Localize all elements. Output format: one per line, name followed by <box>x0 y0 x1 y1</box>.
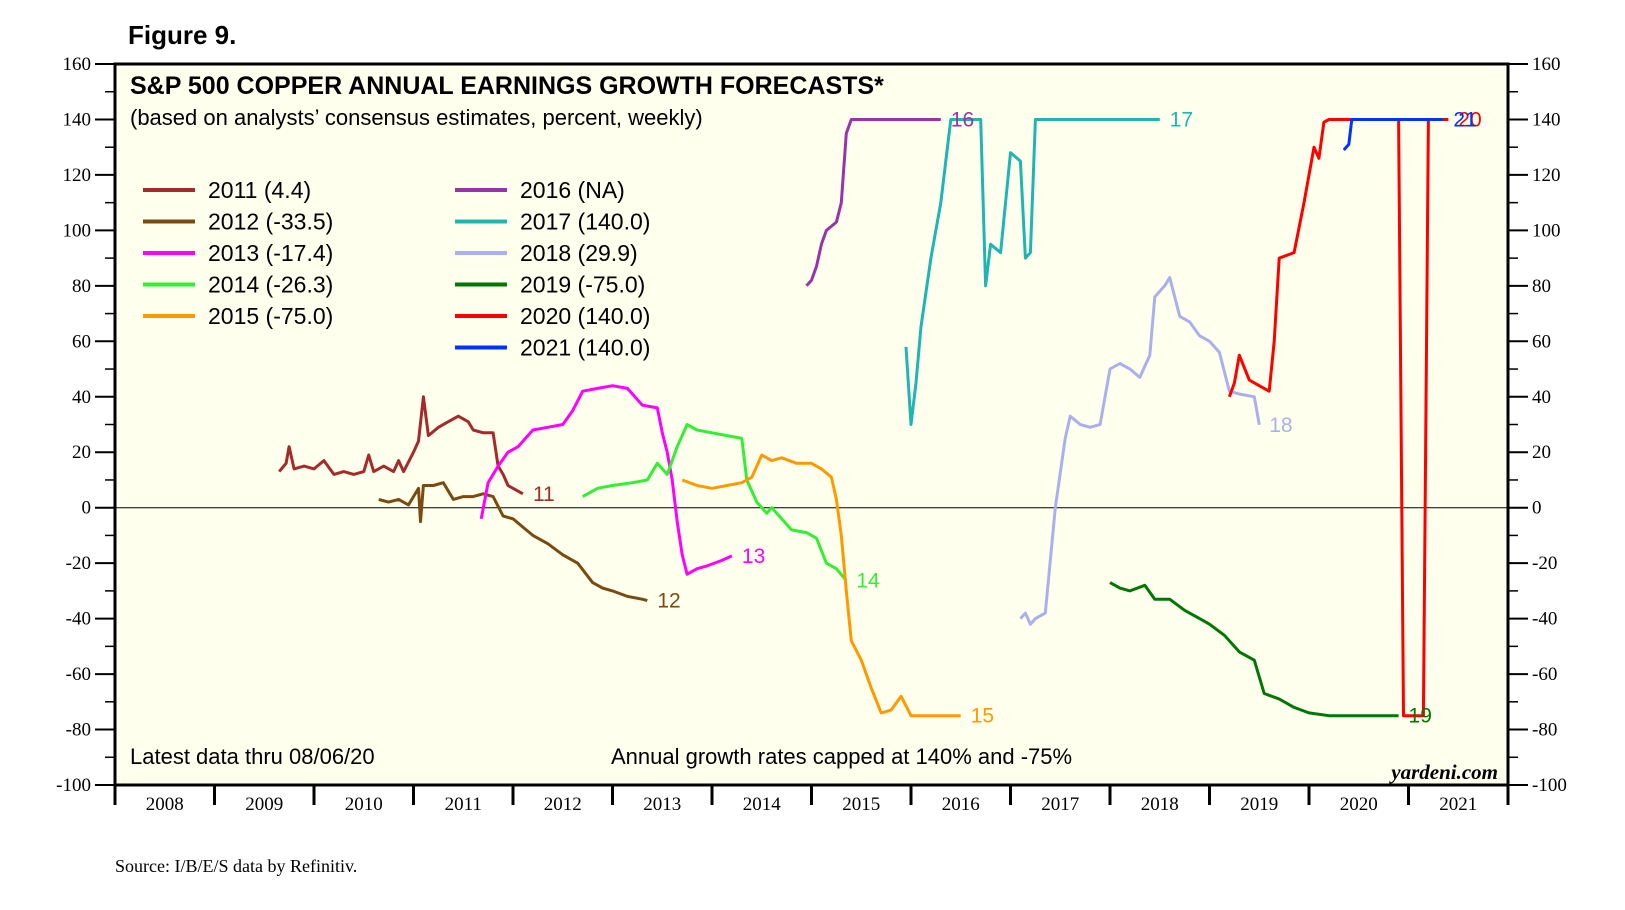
x-tick-label: 2009 <box>245 794 283 815</box>
legend-label: 2013 (-17.4) <box>208 240 333 266</box>
x-tick-label: 2018 <box>1141 794 1179 815</box>
y-tick-label: 80 <box>1532 276 1551 297</box>
latest-data-annotation: Latest data thru 08/06/20 <box>130 744 375 769</box>
chart-title: S&P 500 COPPER ANNUAL EARNINGS GROWTH FO… <box>130 72 884 100</box>
y-tick-label: -100 <box>56 775 91 796</box>
legend-label: 2017 (140.0) <box>520 209 650 235</box>
y-tick-label: 140 <box>63 109 92 130</box>
x-tick-label: 2015 <box>842 794 880 815</box>
series-layer <box>278 118 1449 718</box>
y-tick-label: -40 <box>66 609 91 630</box>
y-tick-label: -40 <box>1532 609 1557 630</box>
series-line-11 <box>278 395 524 496</box>
legend-label: 2014 (-26.3) <box>208 272 333 298</box>
x-tick-label: 2016 <box>942 794 980 815</box>
y-tick-label: -80 <box>1532 720 1557 741</box>
brand-watermark: yardeni.com <box>1388 760 1498 784</box>
y-tick-label: 20 <box>72 442 91 463</box>
y-tick-label: 140 <box>1532 109 1561 130</box>
x-tick-label: 2020 <box>1340 794 1378 815</box>
y-tick-label: 120 <box>1532 165 1561 186</box>
legend-label: 2020 (140.0) <box>520 303 650 329</box>
figure-label: Figure 9. <box>128 20 237 50</box>
plot-background <box>113 62 1510 787</box>
y-tick-label: 160 <box>1532 54 1561 75</box>
source-note: Source: I/B/E/S data by Refinitiv. <box>115 856 358 876</box>
series-end-labels: 11 12 13 14 15 16 17 18 19 2021 <box>533 108 1482 727</box>
x-tick-label: 2021 <box>1439 794 1477 815</box>
legend-label: 2018 (29.9) <box>520 240 638 266</box>
series-line-12 <box>378 481 648 603</box>
x-tick-label: 2008 <box>146 794 184 815</box>
series-line-19 <box>1109 581 1399 718</box>
y-tick-label: -60 <box>1532 664 1557 685</box>
series-line-14 <box>581 423 848 582</box>
series-end-label-19: 19 <box>1409 705 1432 728</box>
series-line-21 <box>1342 118 1444 151</box>
y-tick-label: -20 <box>66 553 91 574</box>
series-end-label-20: 20 <box>1458 108 1481 131</box>
series-line-17 <box>904 118 1160 426</box>
y-tick-label: 20 <box>1532 442 1551 463</box>
cap-annotation: Annual growth rates capped at 140% and -… <box>611 744 1072 769</box>
series-end-label-18: 18 <box>1269 414 1292 437</box>
legend-label: 2015 (-75.0) <box>208 303 333 329</box>
series-line-13 <box>479 384 733 576</box>
series-line-15 <box>681 453 961 718</box>
y-tick-label: -60 <box>66 664 91 685</box>
y-tick-label: 60 <box>1532 331 1551 352</box>
x-tick-label: 2013 <box>643 794 681 815</box>
legend-label: 2019 (-75.0) <box>520 272 645 298</box>
series-line-18 <box>1019 276 1261 626</box>
series-end-label-16: 16 <box>951 108 974 131</box>
series-line-16 <box>805 118 941 287</box>
y-axis-right: 160 140 120 100 80 60 40 20 0 -20 -40 -60 -80 -100 <box>1508 54 1567 796</box>
y-tick-label: -80 <box>66 720 91 741</box>
y-tick-label: -100 <box>1532 775 1567 796</box>
series-end-label-14: 14 <box>856 570 880 593</box>
y-tick-label: 0 <box>1532 498 1542 519</box>
legend-label: 2021 (140.0) <box>520 335 650 361</box>
series-end-label-13: 13 <box>742 545 765 568</box>
y-tick-label: 0 <box>82 498 92 519</box>
series-line-20 <box>1227 118 1449 718</box>
y-tick-label: 100 <box>1532 220 1561 241</box>
series-end-label-11: 11 <box>533 483 555 506</box>
x-tick-label: 2012 <box>544 794 582 815</box>
x-tick-label: 2019 <box>1240 794 1278 815</box>
y-tick-label: -20 <box>1532 553 1557 574</box>
chart-subtitle: (based on analysts’ consensus estimates,… <box>130 105 703 130</box>
legend: 2011 (4.4) 2012 (-33.5) 2013 (-17.4) 2014 (… <box>143 177 650 361</box>
x-tick-label: 2014 <box>743 794 782 815</box>
y-axis-left: 160 140 120 100 80 60 40 20 0 -20 -40 -60 -80 -100 <box>56 54 115 796</box>
y-tick-label: 60 <box>72 331 91 352</box>
legend-label: 2011 (4.4) <box>208 177 311 203</box>
y-tick-label: 100 <box>63 220 92 241</box>
y-tick-label: 80 <box>72 276 91 297</box>
x-tick-label: 2010 <box>345 794 383 815</box>
y-tick-label: 40 <box>1532 387 1551 408</box>
legend-label: 2012 (-33.5) <box>208 209 333 235</box>
x-tick-label: 2017 <box>1041 794 1079 815</box>
x-tick-label: 2011 <box>445 794 482 815</box>
x-axis: 2008 2009 2010 2011 2012 2013 2014 2015 2016 2017… <box>113 785 1510 815</box>
y-tick-label: 120 <box>63 165 92 186</box>
series-end-label-15: 15 <box>971 705 994 728</box>
series-end-label-12: 12 <box>657 590 680 613</box>
y-tick-label: 40 <box>72 387 91 408</box>
series-end-label-21: 21 <box>1453 108 1476 131</box>
legend-label: 2016 (NA) <box>520 177 625 203</box>
series-end-label-17: 17 <box>1170 108 1193 131</box>
y-tick-label: 160 <box>63 54 92 75</box>
